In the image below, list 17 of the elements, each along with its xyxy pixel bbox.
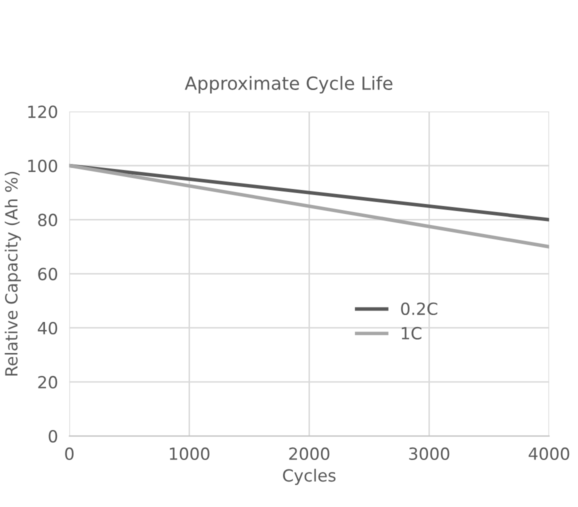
- y-tick-label: 100: [28, 160, 58, 172]
- x-tick-label: 2000: [289, 447, 330, 460]
- y-tick-label: 120: [28, 106, 58, 118]
- x-axis-title: Cycles: [283, 468, 336, 485]
- y-tick-label: 20: [38, 376, 58, 389]
- y-tick-label: 0: [48, 430, 58, 443]
- y-tick-label: 80: [38, 214, 58, 226]
- x-tick-label: 3000: [409, 447, 450, 460]
- legend-label: 0.2C: [401, 302, 438, 316]
- x-tick-label: 1000: [170, 447, 210, 460]
- legend-label: 1C: [402, 326, 422, 340]
- y-tick-label: 60: [38, 268, 58, 280]
- chart-title: Approximate Cycle Life: [184, 76, 392, 94]
- x-tick-label: 4000: [528, 447, 570, 460]
- y-axis-title: Relative Capacity (Ah %): [4, 172, 21, 376]
- x-tick-label: 0: [65, 447, 74, 460]
- y-tick-label: 40: [38, 322, 58, 334]
